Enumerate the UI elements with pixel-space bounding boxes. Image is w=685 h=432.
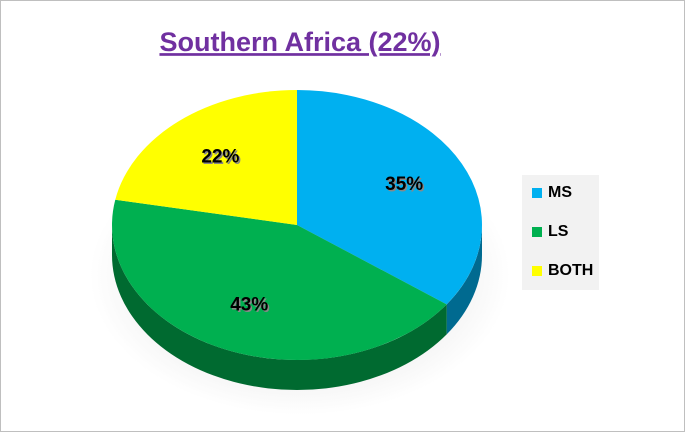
legend-swatch [532,188,542,198]
data-label: 43% [232,296,270,317]
pie-slice [297,90,482,305]
data-label: 22% [203,148,241,169]
pie-slice-side [111,225,447,390]
pie-slice [115,90,297,225]
data-label: 43% [230,295,268,316]
legend-swatch [532,227,542,237]
data-label: 35% [387,176,425,197]
legend-swatch [532,266,542,276]
pie-slice-side [446,225,482,335]
data-label: 35% [385,174,423,195]
legend-label: MS [548,184,572,201]
pie-slice [112,199,447,361]
legend-label: LS [548,223,569,240]
chart-title: Southern Africa (22%) [159,27,440,57]
data-label: 22% [201,146,239,167]
legend-label: BOTH [548,262,593,279]
